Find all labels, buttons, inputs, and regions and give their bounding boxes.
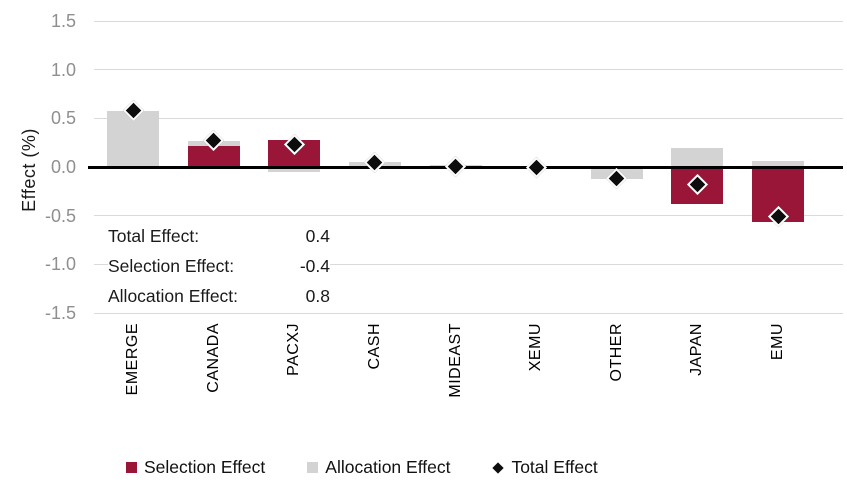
gridline — [94, 263, 843, 265]
x-axis-label-emerge: EMERGE — [124, 323, 141, 396]
x-axis-label-japan: JAPAN — [688, 323, 706, 376]
annotation-value: 0.4 — [283, 221, 330, 251]
total-effect-marker-cash — [364, 151, 386, 173]
annotation-row: Allocation Effect: 0.8 — [108, 281, 330, 311]
plot-area — [88, 20, 843, 314]
gridline — [94, 69, 843, 71]
effect-summary-annotations: Total Effect: 0.4 Selection Effect: -0.4 All… — [108, 221, 330, 311]
square-swatch-icon — [307, 462, 319, 473]
x-axis-label-other: OTHER — [607, 323, 625, 382]
diamond-icon — [492, 461, 505, 474]
legend-label: Selection Effect — [144, 457, 266, 477]
gridline — [94, 312, 843, 314]
gridline — [94, 117, 843, 119]
y-tick-label: -0.5 — [44, 205, 76, 226]
x-axis-label-canada: CANADA — [204, 323, 222, 393]
x-axis-label-cash: CASH — [365, 323, 383, 370]
total-effect-marker-mideast — [444, 155, 467, 177]
total-effect-marker-xemu — [525, 156, 547, 178]
annotation-value: 0.8 — [283, 281, 330, 311]
y-tick-label: -1.0 — [44, 254, 76, 275]
annotation-label: Selection Effect: — [108, 251, 283, 281]
legend-label: Total Effect — [511, 457, 598, 477]
legend-item-total-effect: Total Effect — [492, 457, 598, 478]
legend-item-allocation-effect: Allocation Effect — [307, 457, 450, 478]
allocation-bar-emu — [752, 161, 804, 167]
y-tick-label: 0.5 — [50, 108, 76, 129]
gridline — [94, 20, 843, 22]
y-tick-label: -1.5 — [44, 303, 76, 323]
allocation-bar-japan — [671, 147, 724, 167]
annotation-row: Total Effect: 0.4 — [108, 221, 330, 251]
x-axis-label-emu: EMU — [769, 323, 786, 361]
square-swatch-icon — [126, 462, 137, 473]
legend: Selection Effect Allocation Effect Total E… — [126, 457, 598, 478]
legend-item-selection-effect: Selection Effect — [126, 457, 265, 478]
x-axis-label-xemu: XEMU — [527, 323, 545, 372]
y-tick-label: 1.0 — [50, 59, 76, 80]
annotation-value: -0.4 — [283, 251, 330, 281]
x-axis-label-pacxj: PACXJ — [285, 323, 303, 376]
gridline — [94, 215, 843, 217]
x-axis-label-mideast: MIDEAST — [446, 323, 464, 398]
annotation-label: Allocation Effect: — [108, 281, 283, 311]
legend-label: Allocation Effect — [325, 457, 451, 477]
y-tick-label: 0.0 — [50, 157, 76, 177]
y-tick-label: 1.5 — [50, 11, 76, 31]
annotation-row: Selection Effect: -0.4 — [108, 251, 330, 281]
selection-bar-canada — [187, 145, 240, 167]
allocation-bar-pacxj — [268, 167, 321, 172]
annotation-label: Total Effect: — [108, 221, 283, 251]
